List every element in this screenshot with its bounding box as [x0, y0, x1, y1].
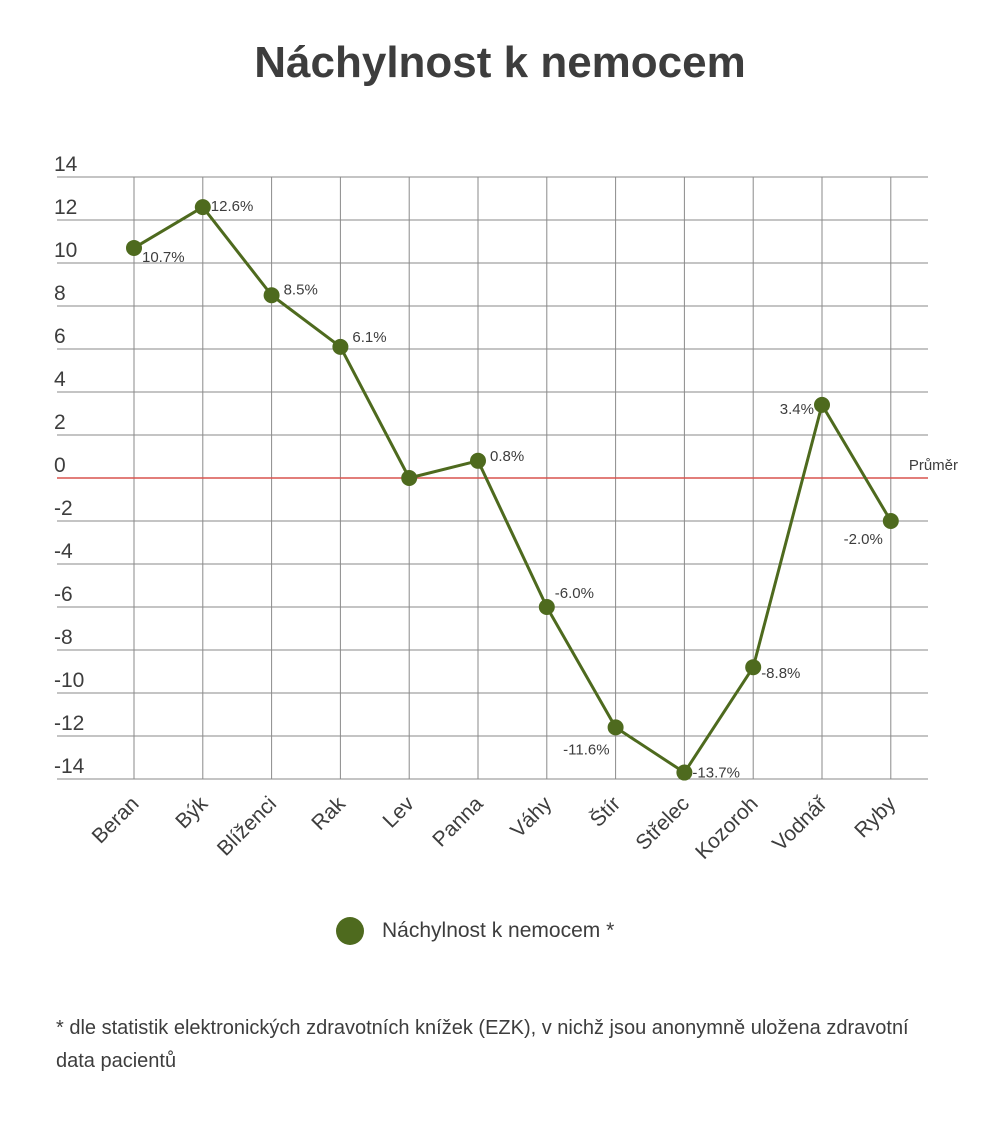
y-tick-label: 12: [54, 196, 77, 219]
y-tick-label: -8: [54, 626, 73, 649]
data-point: [332, 338, 349, 355]
x-tick-label: Štír: [586, 792, 625, 831]
y-tick-label: -6: [54, 583, 73, 606]
line-chart: 14 12 10 8 6 4 2 0 -2 -4 -6 -8 -10 -12 -14 Průměr Beran B…: [54, 153, 958, 864]
data-label: 12.6%: [211, 198, 254, 215]
x-tick-label: Kozoroh: [691, 792, 763, 864]
data-point: [263, 287, 280, 304]
average-label: Průměr: [909, 457, 958, 474]
data-point: [538, 599, 555, 615]
x-tick-label: Panna: [428, 792, 487, 851]
data-point: [126, 239, 142, 256]
legend-label: Náchylnost k nemocem *: [382, 919, 615, 942]
y-tick-label: 6: [54, 325, 66, 348]
x-tick-label: Rak: [307, 792, 350, 835]
data-label: -8.8%: [761, 665, 800, 682]
data-label: -13.7%: [692, 765, 740, 782]
y-tick-label: -12: [54, 712, 84, 735]
x-tick-label: Býk: [171, 792, 212, 833]
data-label: 3.4%: [780, 401, 814, 418]
y-tick-label: 4: [54, 368, 66, 391]
data-label: 10.7%: [142, 249, 185, 266]
y-tick-label: -4: [54, 540, 73, 563]
data-point: [882, 513, 899, 529]
y-tick-label: -2: [54, 497, 73, 520]
legend: Náchylnost k nemocem *: [336, 917, 614, 945]
data-label: 6.1%: [352, 329, 386, 346]
x-tick-label: Střelec: [631, 792, 693, 854]
x-tick-label: Váhy: [506, 792, 556, 842]
y-tick-label: 14: [54, 153, 78, 176]
data-point: [745, 659, 762, 676]
footnote: * dle statistik elektronických zdravotní…: [56, 1017, 909, 1072]
x-tick-label: Ryby: [850, 792, 900, 842]
x-tick-label: Lev: [379, 792, 420, 833]
data-point: [470, 452, 486, 469]
data-label: 0.8%: [490, 448, 524, 465]
y-tick-label: 8: [54, 282, 66, 305]
data-point: [401, 470, 418, 486]
x-tick-label: Beran: [88, 792, 144, 848]
data-label: -6.0%: [555, 585, 594, 602]
chart-title: Náchylnost k nemocem: [254, 38, 746, 87]
y-tick-label: -14: [54, 755, 85, 778]
data-point: [194, 199, 211, 216]
x-tick-label: Blíženci: [213, 792, 281, 860]
data-label: -11.6%: [563, 741, 609, 758]
data-point: [814, 396, 830, 413]
series-line: [133, 205, 893, 775]
y-tick-label: -10: [54, 669, 84, 692]
data-point: [676, 764, 693, 781]
y-tick-label: 2: [54, 411, 66, 434]
x-tick-label: Vodnář: [768, 792, 832, 856]
data-label: -2.0%: [844, 531, 883, 548]
data-point: [607, 719, 624, 736]
y-tick-label: 10: [54, 239, 77, 262]
data-label: 8.5%: [284, 281, 318, 298]
legend-marker: [336, 917, 364, 945]
y-tick-label: 0: [54, 454, 66, 477]
